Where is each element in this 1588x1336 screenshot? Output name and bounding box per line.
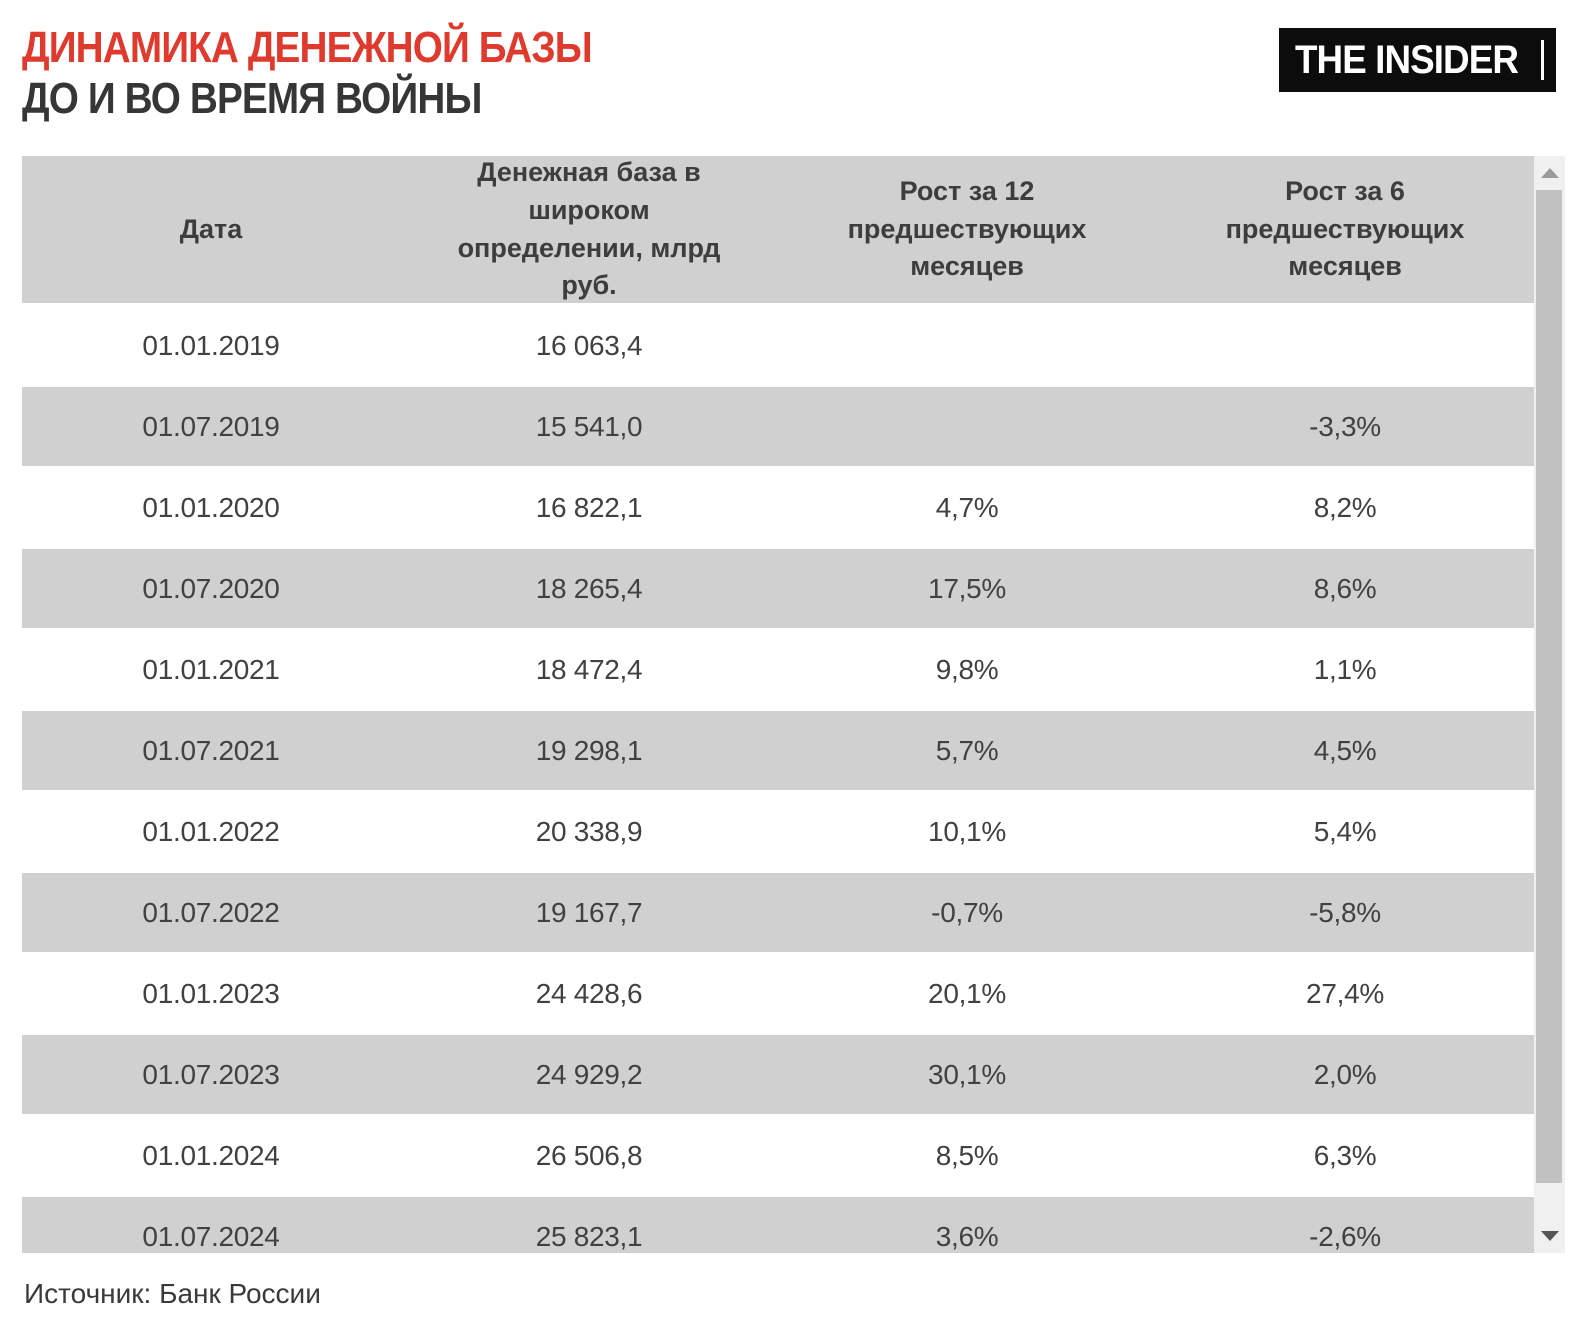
table-cell: 24 428,6 bbox=[535, 977, 643, 1009]
table-cell: 18 265,4 bbox=[535, 572, 643, 604]
table-cell: -5,8% bbox=[1309, 896, 1381, 928]
table-cell: 25 823,1 bbox=[535, 1220, 643, 1252]
column-header-label: Денежная база в широком определении, млр… bbox=[457, 156, 721, 301]
table-cell: 26 506,8 bbox=[535, 1139, 643, 1171]
column-header-date: Дата bbox=[22, 156, 400, 303]
table-cell: 4,7% bbox=[935, 491, 999, 523]
table-cell: 27,4% bbox=[1306, 977, 1384, 1009]
table-cell: -3,3% bbox=[1309, 410, 1381, 442]
scroll-down-arrow-icon bbox=[1540, 1231, 1559, 1241]
table-row: 01.07.2024 25 823,1 3,6% -2,6% bbox=[22, 1197, 1534, 1253]
table-cell: 2,0% bbox=[1313, 1058, 1377, 1090]
table-cell: 17,5% bbox=[928, 572, 1006, 604]
table-cell: 01.07.2021 bbox=[142, 734, 280, 766]
data-table: Дата Денежная база в широком определении… bbox=[22, 156, 1534, 1253]
table-cell: 4,5% bbox=[1313, 734, 1377, 766]
table-cell: 15 541,0 bbox=[535, 410, 643, 442]
table-cell: 3,6% bbox=[935, 1220, 999, 1252]
page-title-line2: ДО И ВО ВРЕМЯ ВОЙНЫ bbox=[22, 74, 482, 124]
table-cell bbox=[778, 306, 1156, 385]
table-cell: 6,3% bbox=[1313, 1139, 1377, 1171]
column-header-label: Рост за 6 предшествующих месяцев bbox=[1225, 175, 1465, 282]
table-row: 01.01.2024 26 506,8 8,5% 6,3% bbox=[22, 1116, 1534, 1197]
column-header-growth-6m: Рост за 6 предшествующих месяцев bbox=[1156, 156, 1534, 303]
table-cell: -2,6% bbox=[1309, 1220, 1381, 1252]
table-cell: 01.07.2023 bbox=[142, 1058, 280, 1090]
table-cell: 01.07.2019 bbox=[142, 410, 280, 442]
table-cell: 16 063,4 bbox=[535, 329, 643, 361]
table-cell: 20,1% bbox=[928, 977, 1006, 1009]
logo-cursor-bar bbox=[1541, 40, 1544, 80]
table-cell bbox=[1156, 306, 1534, 385]
table-cell: 10,1% bbox=[928, 815, 1006, 847]
table-row: 01.01.2021 18 472,4 9,8% 1,1% bbox=[22, 630, 1534, 711]
table-cell: 01.01.2021 bbox=[142, 653, 280, 685]
table-row: 01.01.2023 24 428,6 20,1% 27,4% bbox=[22, 954, 1534, 1035]
page-title: ДИНАМИКА ДЕНЕЖНОЙ БАЗЫ ДО И ВО ВРЕМЯ ВОЙ… bbox=[22, 22, 593, 124]
scrollbar-thumb[interactable] bbox=[1536, 190, 1562, 1183]
table-row: 01.07.2019 15 541,0 -3,3% bbox=[22, 387, 1534, 468]
table-cell: 5,4% bbox=[1313, 815, 1377, 847]
table-cell: 01.01.2022 bbox=[142, 815, 280, 847]
page-title-line1: ДИНАМИКА ДЕНЕЖНОЙ БАЗЫ bbox=[22, 23, 593, 72]
table-cell: 01.07.2024 bbox=[142, 1220, 280, 1252]
table-row: 01.01.2019 16 063,4 bbox=[22, 306, 1534, 387]
table-row: 01.07.2021 19 298,1 5,7% 4,5% bbox=[22, 711, 1534, 792]
table-cell: 01.01.2024 bbox=[142, 1139, 280, 1171]
table-row: 01.01.2022 20 338,9 10,1% 5,4% bbox=[22, 792, 1534, 873]
source-note: Источник: Банк России bbox=[24, 1278, 321, 1309]
table-cell: 19 298,1 bbox=[535, 734, 643, 766]
table-cell: 24 929,2 bbox=[535, 1058, 643, 1090]
column-header-growth-12m: Рост за 12 предшествующих месяцев bbox=[778, 156, 1156, 303]
scroll-up-button[interactable] bbox=[1534, 156, 1565, 190]
table-cell: 8,6% bbox=[1313, 572, 1377, 604]
column-header-label: Рост за 12 предшествующих месяцев bbox=[847, 175, 1087, 282]
table-row: 01.07.2020 18 265,4 17,5% 8,6% bbox=[22, 549, 1534, 630]
scroll-down-button[interactable] bbox=[1534, 1219, 1565, 1253]
table-scrollbar[interactable] bbox=[1534, 156, 1565, 1253]
table-cell: 1,1% bbox=[1313, 653, 1377, 685]
table-cell: 01.01.2019 bbox=[142, 329, 280, 361]
table-cell: 9,8% bbox=[935, 653, 999, 685]
table-cell: 18 472,4 bbox=[535, 653, 643, 685]
table-body: 01.01.2019 16 063,4 01.07.2019 15 541,0 … bbox=[22, 306, 1534, 1253]
table-cell: 30,1% bbox=[928, 1058, 1006, 1090]
table-row: 01.01.2020 16 822,1 4,7% 8,2% bbox=[22, 468, 1534, 549]
scroll-up-arrow-icon bbox=[1540, 168, 1559, 178]
logo-text: THE INSIDER bbox=[1294, 37, 1519, 82]
column-header-label: Дата bbox=[179, 213, 243, 244]
column-header-monetary-base: Денежная база в широком определении, млр… bbox=[400, 156, 778, 303]
table-cell: 01.01.2023 bbox=[142, 977, 280, 1009]
table-cell: -0,7% bbox=[931, 896, 1003, 928]
table-header-row: Дата Денежная база в широком определении… bbox=[22, 156, 1534, 306]
table-cell: 01.07.2022 bbox=[142, 896, 280, 928]
table-cell: 20 338,9 bbox=[535, 815, 643, 847]
table-cell: 8,2% bbox=[1313, 491, 1377, 523]
table-row: 01.07.2022 19 167,7 -0,7% -5,8% bbox=[22, 873, 1534, 954]
table-cell: 16 822,1 bbox=[535, 491, 643, 523]
table-cell bbox=[778, 387, 1156, 466]
data-table-widget: Дата Денежная база в широком определении… bbox=[22, 156, 1565, 1253]
table-row: 01.07.2023 24 929,2 30,1% 2,0% bbox=[22, 1035, 1534, 1116]
table-cell: 5,7% bbox=[935, 734, 999, 766]
table-cell: 19 167,7 bbox=[535, 896, 643, 928]
the-insider-logo: THE INSIDER bbox=[1278, 28, 1556, 92]
table-cell: 01.07.2020 bbox=[142, 572, 280, 604]
table-cell: 01.01.2020 bbox=[142, 491, 280, 523]
table-cell: 8,5% bbox=[935, 1139, 999, 1171]
